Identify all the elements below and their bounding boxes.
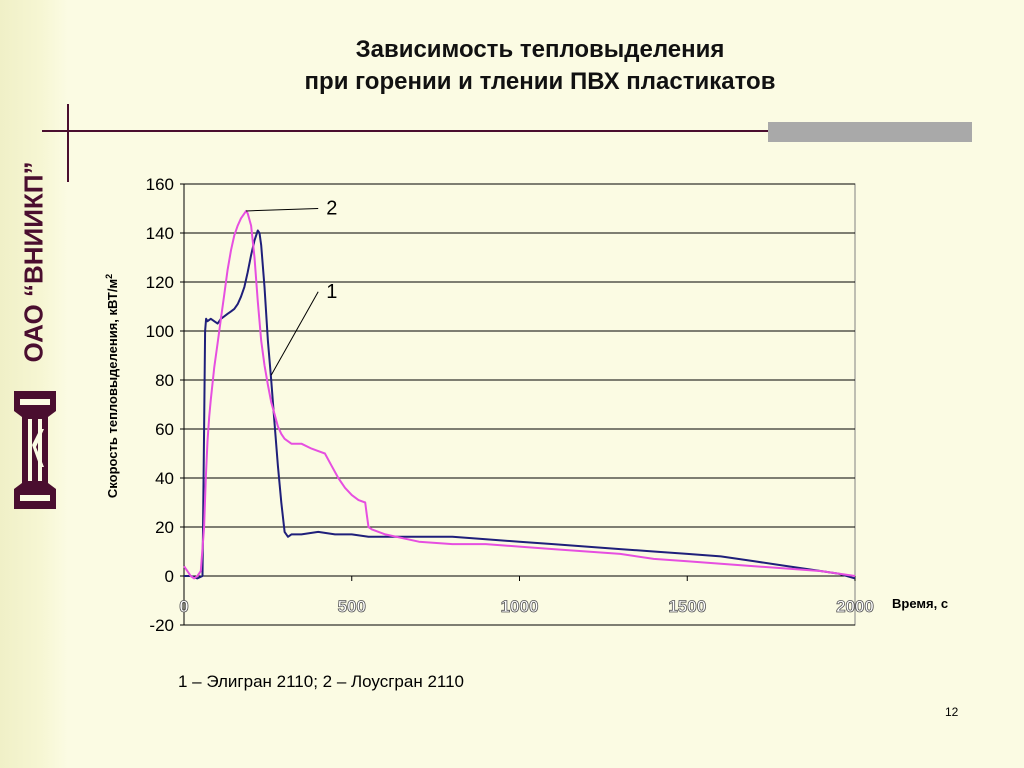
y-tick-label: 140 <box>146 224 174 243</box>
series-line-1 <box>184 229 856 580</box>
y-tick-label: -20 <box>149 616 174 635</box>
x-tick-label: 2000 <box>836 597 874 616</box>
y-axis-label-sup: 2 <box>103 273 114 279</box>
series-layer <box>183 209 856 580</box>
title-line-1: Зависимость тепловыделения <box>355 36 725 63</box>
y-tick-label: 60 <box>155 420 174 439</box>
x-tick-label: 500 <box>338 597 366 616</box>
annotation-leader-2 <box>246 208 319 212</box>
header-accent-bar <box>768 122 972 142</box>
slide-title: Зависимость тепловыделения при горении и… <box>180 34 900 98</box>
axis-layer: -20 0 20 40 60 80 100 120 140 160 0 500 1000 1500 2000 <box>146 175 875 635</box>
title-line-2: при горении и тлении ПВХ пластикатов <box>304 68 776 95</box>
header-rule <box>42 130 972 132</box>
y-tick-label: 20 <box>155 518 174 537</box>
y-tick-label: 80 <box>155 371 174 390</box>
annotation-layer: 21 <box>246 198 337 376</box>
y-tick-label: 120 <box>146 273 174 292</box>
plot-area <box>183 183 856 626</box>
x-tick-label: 1000 <box>501 597 539 616</box>
header-rule-vertical <box>67 104 69 182</box>
y-tick-label: 0 <box>165 567 174 586</box>
organization-name: ОАО “ВНИИКП” <box>18 161 49 363</box>
x-tick-label: 0 <box>179 597 188 616</box>
x-tick-label: 1500 <box>668 597 706 616</box>
y-axis-label-text: Скорость тепловыделения, кВТ/м <box>105 278 121 499</box>
sidebar: ОАО “ВНИИКП” <box>0 0 68 768</box>
y-tick-label: 100 <box>146 322 174 341</box>
y-axis-label: Скорость тепловыделения, кВТ/м2 <box>104 274 120 498</box>
vniikp-logo-icon <box>14 391 56 509</box>
x-axis-label: Время, с <box>892 596 949 611</box>
annotation-label-1: 1 <box>326 281 337 303</box>
grid-layer <box>183 183 856 626</box>
y-tick-label: 160 <box>146 175 174 194</box>
series-line-2 <box>183 209 856 580</box>
annotation-label-2: 2 <box>326 198 337 220</box>
annotation-leader-1 <box>270 291 319 376</box>
page-number: 12 <box>945 705 959 719</box>
line-chart: -20 0 20 40 60 80 100 120 140 160 0 500 1000 1500 2000… <box>146 175 875 635</box>
y-tick-label: 40 <box>155 469 174 488</box>
legend-caption: 1 – Элигран 2110; 2 – Лоусгран 2110 <box>178 672 465 691</box>
